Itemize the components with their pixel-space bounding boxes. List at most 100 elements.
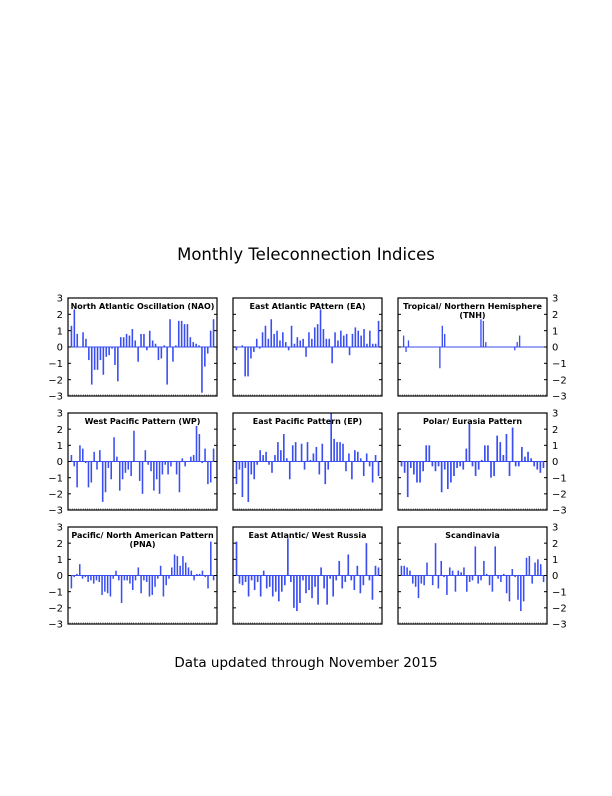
- panel-title: Pacific/ North American Pattern (PNA): [71, 531, 214, 549]
- bar: [360, 335, 362, 347]
- y-tick-label: 1: [57, 555, 63, 566]
- bar: [209, 461, 212, 483]
- bar: [527, 451, 529, 462]
- bar: [327, 461, 330, 470]
- bar: [485, 573, 488, 576]
- bar: [326, 575, 328, 605]
- bar: [511, 427, 514, 462]
- bar: [344, 575, 347, 582]
- bar: [466, 575, 468, 592]
- bar: [480, 319, 482, 347]
- bar: [457, 570, 460, 576]
- bar: [437, 575, 440, 589]
- bar: [490, 461, 492, 478]
- bar: [175, 345, 177, 347]
- bar: [167, 461, 169, 475]
- panel-title-line: Polar/ Eurasia Pattern: [423, 417, 522, 426]
- bar: [114, 347, 116, 365]
- bar: [166, 347, 168, 385]
- bar: [176, 556, 179, 576]
- bar: [190, 570, 193, 576]
- bar: [274, 455, 276, 462]
- bar: [277, 575, 280, 602]
- bar: [483, 445, 486, 462]
- bar: [488, 575, 491, 586]
- bar: [406, 461, 409, 498]
- bar: [241, 345, 244, 347]
- y-tick-label: −2: [552, 603, 567, 614]
- bar: [131, 329, 134, 347]
- bar: [102, 347, 105, 375]
- bar: [212, 575, 215, 581]
- bar: [312, 453, 315, 462]
- bar: [90, 461, 93, 483]
- bar: [198, 434, 201, 462]
- bar: [530, 458, 532, 462]
- bar: [157, 575, 159, 579]
- bar: [271, 575, 274, 597]
- y-tick-label: −1: [552, 359, 567, 370]
- y-tick-label: −1: [48, 587, 63, 598]
- bar: [244, 461, 247, 468]
- bar: [422, 461, 424, 472]
- bar: [407, 340, 410, 347]
- bar: [321, 443, 324, 462]
- bar: [374, 565, 377, 576]
- panel-title: East Pacific Pattern (EP): [253, 417, 362, 426]
- bar: [334, 332, 336, 347]
- y-tick-label: −2: [552, 375, 567, 386]
- bar: [267, 338, 270, 347]
- y-tick-label: −2: [552, 489, 567, 500]
- y-tick-label: 1: [552, 441, 558, 452]
- bar: [235, 461, 238, 485]
- bar: [331, 347, 333, 364]
- bar: [296, 575, 298, 612]
- bar: [332, 575, 335, 597]
- bar: [313, 327, 316, 347]
- bar: [108, 347, 110, 356]
- bar: [290, 325, 293, 347]
- bar: [282, 332, 284, 347]
- panel-title-line: East Atlantic/ West Russia: [249, 531, 367, 540]
- y-tick-label: −3: [552, 506, 567, 517]
- bar: [120, 575, 123, 603]
- y-tick-label: −1: [48, 473, 63, 484]
- bar: [118, 575, 120, 581]
- bar: [145, 575, 148, 582]
- bar: [322, 329, 325, 347]
- bar: [542, 461, 545, 468]
- bar: [528, 556, 531, 576]
- bar: [317, 575, 319, 605]
- bar: [280, 450, 282, 462]
- bar: [474, 461, 477, 477]
- bar: [339, 442, 341, 462]
- bar: [296, 337, 299, 347]
- bar: [164, 461, 167, 465]
- bar: [356, 451, 359, 462]
- bar: [280, 575, 283, 592]
- y-tick-label: 1: [57, 441, 63, 452]
- bar: [291, 445, 294, 462]
- y-tick-label: 0: [57, 457, 63, 468]
- bar: [82, 332, 84, 347]
- y-tick-label: 1: [57, 326, 63, 337]
- y-tick-label: −3: [552, 620, 567, 631]
- bar: [306, 442, 309, 462]
- bar: [323, 575, 325, 589]
- bar: [244, 347, 246, 377]
- bar: [270, 319, 273, 347]
- bar: [542, 575, 545, 582]
- bar: [366, 343, 368, 347]
- bar: [333, 438, 335, 462]
- bar: [87, 461, 90, 488]
- bar: [300, 443, 303, 462]
- bar: [402, 335, 405, 347]
- bar: [106, 575, 109, 594]
- bar: [309, 459, 312, 462]
- bar: [533, 461, 536, 467]
- bar: [198, 573, 201, 576]
- bar: [76, 333, 79, 347]
- figure-title: Monthly Teleconnection Indices: [177, 245, 435, 264]
- bar: [204, 448, 206, 462]
- panel-title: East Atlantic PAttern (EA): [250, 302, 366, 311]
